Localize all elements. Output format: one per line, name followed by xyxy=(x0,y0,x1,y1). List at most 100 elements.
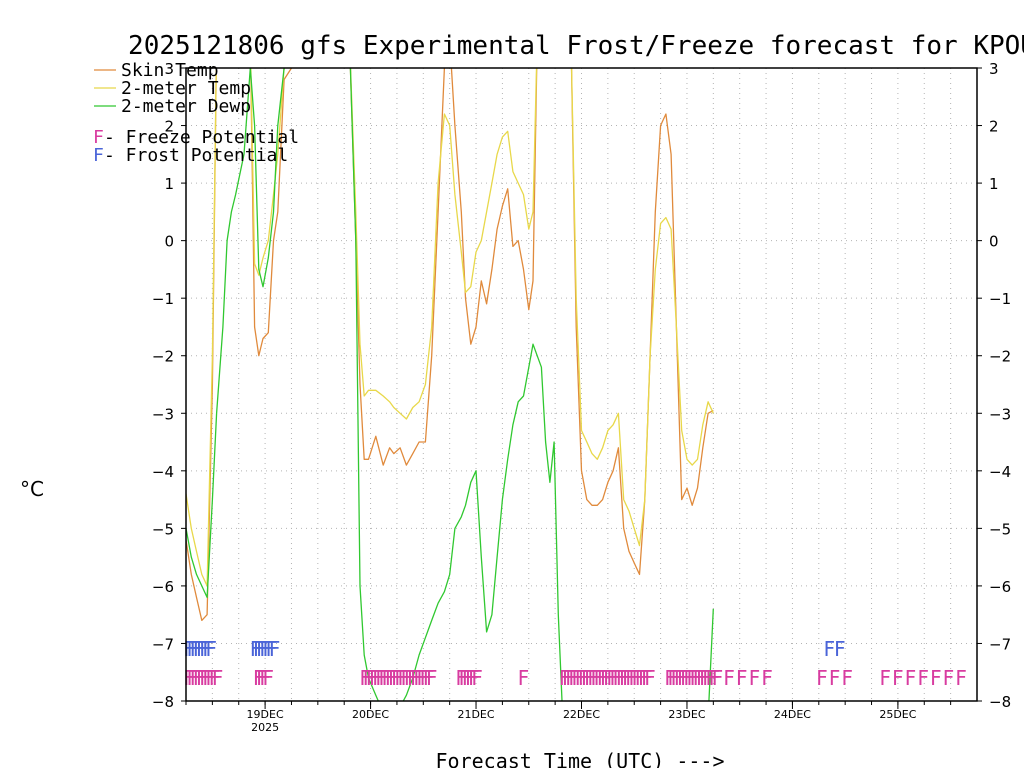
y-tick-label-left: −7 xyxy=(152,635,174,653)
freeze-potential-mark: F xyxy=(581,666,593,690)
freeze-potential-mark: F xyxy=(193,666,205,690)
frost-potential-mark: F xyxy=(199,637,211,661)
freeze-potential-mark: F xyxy=(404,666,416,690)
freeze-potential-mark: F xyxy=(259,666,271,690)
y-tick-label-right: 0 xyxy=(989,233,999,251)
freeze-potential-mark: F xyxy=(578,666,590,690)
freeze-potential-mark: F xyxy=(955,666,967,690)
freeze-potential-mark: F xyxy=(943,666,955,690)
freeze-potential-mark: F xyxy=(693,666,705,690)
freeze-potential-mark: F xyxy=(600,666,612,690)
y-tick-label-right: −8 xyxy=(989,693,1011,711)
legend-label: 2-meter Dewp xyxy=(121,96,251,117)
freeze-potential-mark: F xyxy=(459,666,471,690)
freeze-potential-mark: F xyxy=(816,666,828,690)
y-tick-label-left: 0 xyxy=(164,233,174,251)
freeze-potential-mark: F xyxy=(917,666,929,690)
x-tick-label: 19DEC xyxy=(247,708,284,721)
freeze-potential-mark: F xyxy=(190,666,202,690)
y-tick-label-right: 1 xyxy=(989,175,999,193)
grid xyxy=(186,68,977,701)
x-tick-label: 24DEC xyxy=(774,708,811,721)
freeze-potential-mark: F xyxy=(375,666,387,690)
freeze-potential-mark: F xyxy=(388,666,400,690)
freeze-potential-mark: F xyxy=(664,666,676,690)
plot-frame xyxy=(185,67,978,702)
y-axis-label: °C xyxy=(20,477,44,501)
y-tick-label-right: −7 xyxy=(989,635,1011,653)
freeze-potential-mark: F xyxy=(209,666,221,690)
freeze-potential-mark: F xyxy=(416,666,428,690)
freeze-potential-mark: F xyxy=(699,666,711,690)
y-tick-label-left: −5 xyxy=(152,520,174,538)
x-tick-label: 21DEC xyxy=(457,708,494,721)
y-tick-label-right: −6 xyxy=(989,578,1011,596)
frost-potential-mark: F xyxy=(202,637,214,661)
freeze-potential-mark: F xyxy=(619,666,631,690)
y-tick-label-left: −1 xyxy=(152,290,174,308)
potential-legend-symbol: F xyxy=(93,127,104,148)
frost-potential-mark: F xyxy=(259,637,271,661)
frost-potential-mark: F xyxy=(193,637,205,661)
x-tick-label: 20DEC xyxy=(352,708,389,721)
freeze-potential-mark: F xyxy=(382,666,394,690)
x-tick-sublabel: 2025 xyxy=(251,721,279,734)
freeze-potential-mark: F xyxy=(565,666,577,690)
frost-potential-mark: F xyxy=(263,637,275,661)
freeze-potential-mark: F xyxy=(394,666,406,690)
freeze-potential-mark: F xyxy=(183,666,195,690)
freeze-potential-mark: F xyxy=(379,666,391,690)
freeze-potential-mark: F xyxy=(905,666,917,690)
frost-potential-mark: F xyxy=(190,637,202,661)
legend-label: 2-meter Temp xyxy=(121,78,251,99)
y-tick-label-left: 1 xyxy=(164,175,174,193)
y-tick-label-left: −3 xyxy=(152,405,174,423)
frost-potential-mark: F xyxy=(824,637,836,661)
freeze-potential-mark: F xyxy=(369,666,381,690)
x-tick-label: 25DEC xyxy=(879,708,916,721)
freeze-potential-mark: F xyxy=(635,666,647,690)
freeze-potential-mark: F xyxy=(360,666,372,690)
freeze-potential-mark: F xyxy=(622,666,634,690)
freeze-potential-mark: F xyxy=(423,666,435,690)
x-axis-label: Forecast Time (UTC) ---> xyxy=(436,749,725,768)
freeze-potential-mark: F xyxy=(625,666,637,690)
freeze-potential-mark: F xyxy=(385,666,397,690)
freeze-potential-mark: F xyxy=(667,666,679,690)
freeze-potential-mark: F xyxy=(597,666,609,690)
y-tick-label-right: −1 xyxy=(989,290,1011,308)
frost-potential-mark: F xyxy=(250,637,262,661)
y-tick-label-left: 2 xyxy=(164,118,174,136)
freeze-potential-mark: F xyxy=(212,666,224,690)
freeze-potential-mark: F xyxy=(456,666,468,690)
freeze-potential-mark: F xyxy=(202,666,214,690)
freeze-potential-mark: F xyxy=(613,666,625,690)
y-tick-label-right: 3 xyxy=(989,60,999,78)
freeze-potential-mark: F xyxy=(702,666,714,690)
freeze-potential-mark: F xyxy=(705,666,717,690)
freeze-potential-mark: F xyxy=(829,666,841,690)
freeze-potential-mark: F xyxy=(398,666,410,690)
series-layer xyxy=(186,68,714,701)
y-tick-label-right: 2 xyxy=(989,118,999,136)
freeze-potential-mark: F xyxy=(562,666,574,690)
y-tick-label-left: −2 xyxy=(152,348,174,366)
y-tick-label-left: 3 xyxy=(164,60,174,78)
y-tick-label-right: −3 xyxy=(989,405,1011,423)
x-tick-label: 23DEC xyxy=(668,708,705,721)
freeze-potential-mark: F xyxy=(628,666,640,690)
axes: −8 −8 −7 −7 −6 −6 −5 −5 −4 −4 −3 −3 −2 −2 −1 −1 0 0 1 1 2 2 3 3… xyxy=(152,60,1011,734)
freeze-potential-mark: F xyxy=(420,666,432,690)
freeze-potential-mark: F xyxy=(372,666,384,690)
freeze-potential-mark: F xyxy=(426,666,438,690)
freeze-potential-mark: F xyxy=(591,666,603,690)
freeze-potential-mark: F xyxy=(594,666,606,690)
frost-potential-mark: F xyxy=(253,637,265,661)
freeze-potential-mark: F xyxy=(671,666,683,690)
frost-potential-mark: F xyxy=(183,637,195,661)
chart-title: 2025121806 gfs Experimental Frost/Freeze… xyxy=(128,31,1024,61)
freeze-potential-mark: F xyxy=(465,666,477,690)
frost-potential-mark: F xyxy=(196,637,208,661)
